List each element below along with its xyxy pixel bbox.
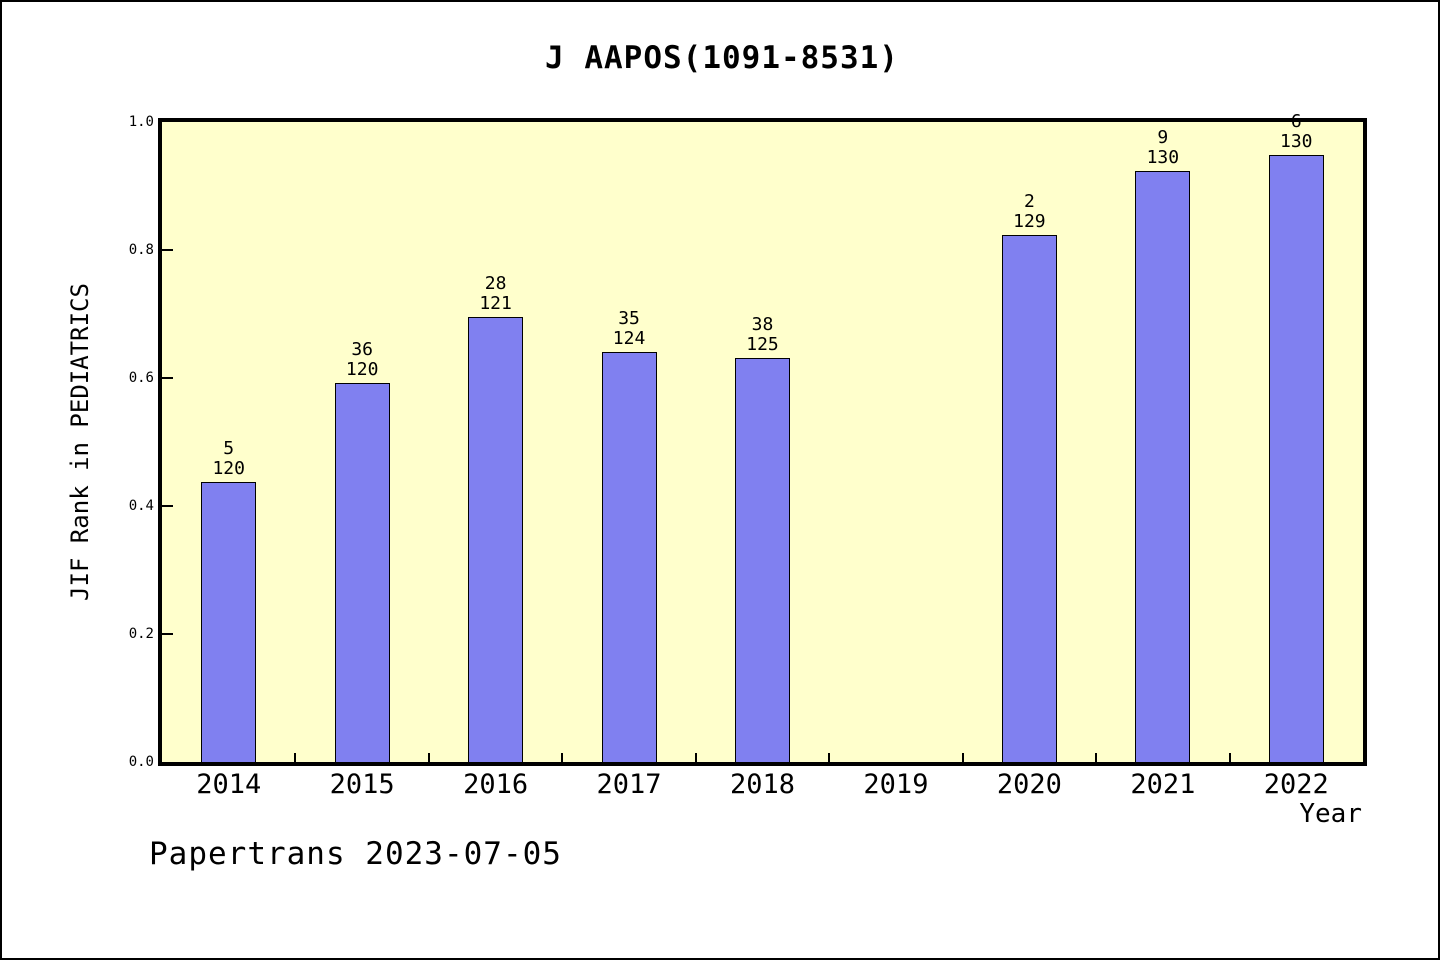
bar-2014	[201, 482, 257, 762]
x-tick-label-2016: 2016	[463, 769, 529, 800]
bar-2022	[1268, 155, 1324, 762]
footer-note: Papertrans 2023-07-05	[149, 836, 562, 872]
y-major-tick	[162, 249, 173, 251]
bar-label-rank: 36	[351, 339, 373, 360]
bar-label-2017: 35 124	[584, 309, 674, 349]
x-tick-label-2019: 2019	[863, 769, 929, 800]
bar-label-rank: 38	[751, 314, 774, 335]
bar-label-total: 120	[212, 458, 245, 479]
bar-label-total: 130	[1146, 147, 1180, 168]
x-tick-label-2021: 2021	[1130, 769, 1196, 800]
y-tick-label-0.6: 0.6	[128, 370, 154, 386]
y-axis-title: JIF Rank in PEDIATRICS	[66, 283, 94, 601]
x-tick-label-2020: 2020	[996, 769, 1062, 800]
bar-label-2018: 38 125	[718, 315, 808, 355]
bar-label-rank: 35	[618, 308, 640, 329]
bar-label-2015: 36 120	[317, 340, 407, 380]
x-tick-label-2018: 2018	[729, 769, 796, 800]
y-tick-label-0.2: 0.2	[128, 626, 154, 642]
bar-label-2014: 5 120	[184, 439, 274, 479]
x-minor-tick	[561, 753, 564, 762]
bar-2020	[1001, 235, 1057, 762]
bar-label-rank: 6	[1290, 111, 1302, 132]
bar-label-rank: 9	[1157, 127, 1169, 148]
bar-label-total: 125	[746, 334, 779, 355]
bar-2021	[1135, 171, 1191, 762]
x-tick-label-2015: 2015	[329, 769, 395, 800]
bar-label-rank: 2	[1023, 191, 1035, 212]
bar-label-2021: 9 130	[1118, 128, 1208, 168]
y-tick-label-0.0: 0.0	[128, 754, 154, 770]
x-tick-label-2017: 2017	[596, 769, 662, 800]
y-major-tick	[162, 505, 173, 507]
x-minor-tick	[1228, 753, 1231, 762]
x-minor-tick	[828, 753, 831, 762]
y-tick-label-0.4: 0.4	[128, 498, 154, 514]
bar-label-2022: 6 130	[1251, 112, 1341, 152]
x-minor-tick	[961, 753, 964, 762]
x-minor-tick	[1095, 753, 1098, 762]
y-tick-label-0.8: 0.8	[128, 242, 154, 258]
bar-2017	[601, 352, 657, 762]
bar-2016	[468, 317, 524, 762]
bar-label-rank: 28	[484, 273, 507, 294]
x-minor-tick	[427, 753, 430, 762]
bar-label-total: 130	[1280, 131, 1313, 152]
bar-label-total: 121	[479, 293, 512, 314]
bar-label-total: 120	[345, 359, 379, 380]
bar-2015	[334, 383, 390, 762]
y-tick-label-1.0: 1.0	[128, 114, 154, 130]
plot-area: 5 120 36 120 28 121 35 124 38 125 2 129 9 130 6 130	[158, 112, 1367, 766]
bar-label-total: 129	[1013, 211, 1046, 232]
x-tick-label-2022: 2022	[1263, 769, 1329, 800]
bar-2018	[735, 358, 790, 762]
x-minor-tick	[294, 753, 297, 762]
bar-label-total: 124	[612, 328, 646, 349]
plot-inner: 5 120 36 120 28 121 35 124 38 125 2 129 9 130 6 130	[162, 112, 1363, 762]
bar-label-rank: 5	[223, 438, 235, 459]
bar-label-2016: 28 121	[451, 274, 541, 314]
chart-title: J AAPOS(1091-8531)	[545, 40, 899, 76]
x-minor-tick	[694, 753, 697, 762]
y-major-tick	[162, 633, 173, 635]
bar-label-2020: 2 129	[984, 192, 1074, 232]
x-tick-label-2014: 2014	[196, 769, 262, 800]
y-major-tick	[162, 377, 173, 379]
x-axis-title: Year	[1299, 799, 1362, 829]
